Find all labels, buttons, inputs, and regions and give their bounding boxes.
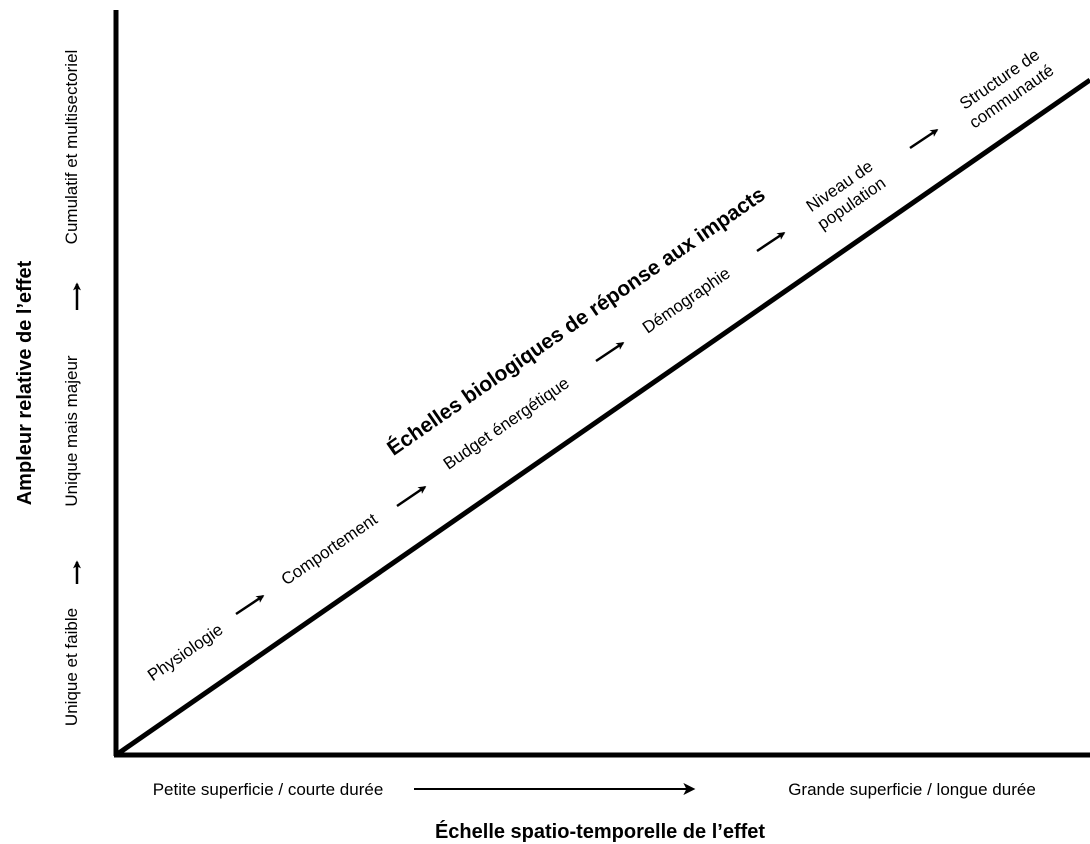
x-axis-title: Échelle spatio-temporelle de l’effet — [435, 820, 765, 843]
stage-arrow-2 — [396, 485, 427, 508]
y-level-low: Unique et faible — [62, 608, 81, 726]
stage-arrow-5 — [909, 128, 939, 150]
stage-arrow-4 — [756, 231, 786, 253]
stage-comportement: Comportement — [278, 509, 381, 589]
y-axis-title: Ampleur relative de l’effet — [14, 260, 36, 505]
stage-label: Comportement — [278, 509, 381, 589]
y-level-mid: Unique mais majeur — [62, 355, 81, 507]
stage-communaute: Structure de communauté — [956, 45, 1057, 132]
diagonal-line — [114, 77, 1090, 758]
diagram-title: Échelles biologiques de réponse aux impa… — [383, 183, 769, 460]
x-label-start: Petite superficie / courte durée — [153, 780, 384, 799]
stage-arrow-3 — [595, 341, 625, 363]
stage-label: Physiologie — [144, 620, 226, 685]
y-level-high: Cumulatif et multisectoriel — [62, 50, 81, 245]
stage-physiologie: Physiologie — [144, 620, 226, 685]
x-label-end: Grande superficie / longue durée — [788, 780, 1036, 799]
stage-arrow-1 — [235, 594, 265, 616]
stage-population: Niveau de population — [803, 157, 890, 234]
